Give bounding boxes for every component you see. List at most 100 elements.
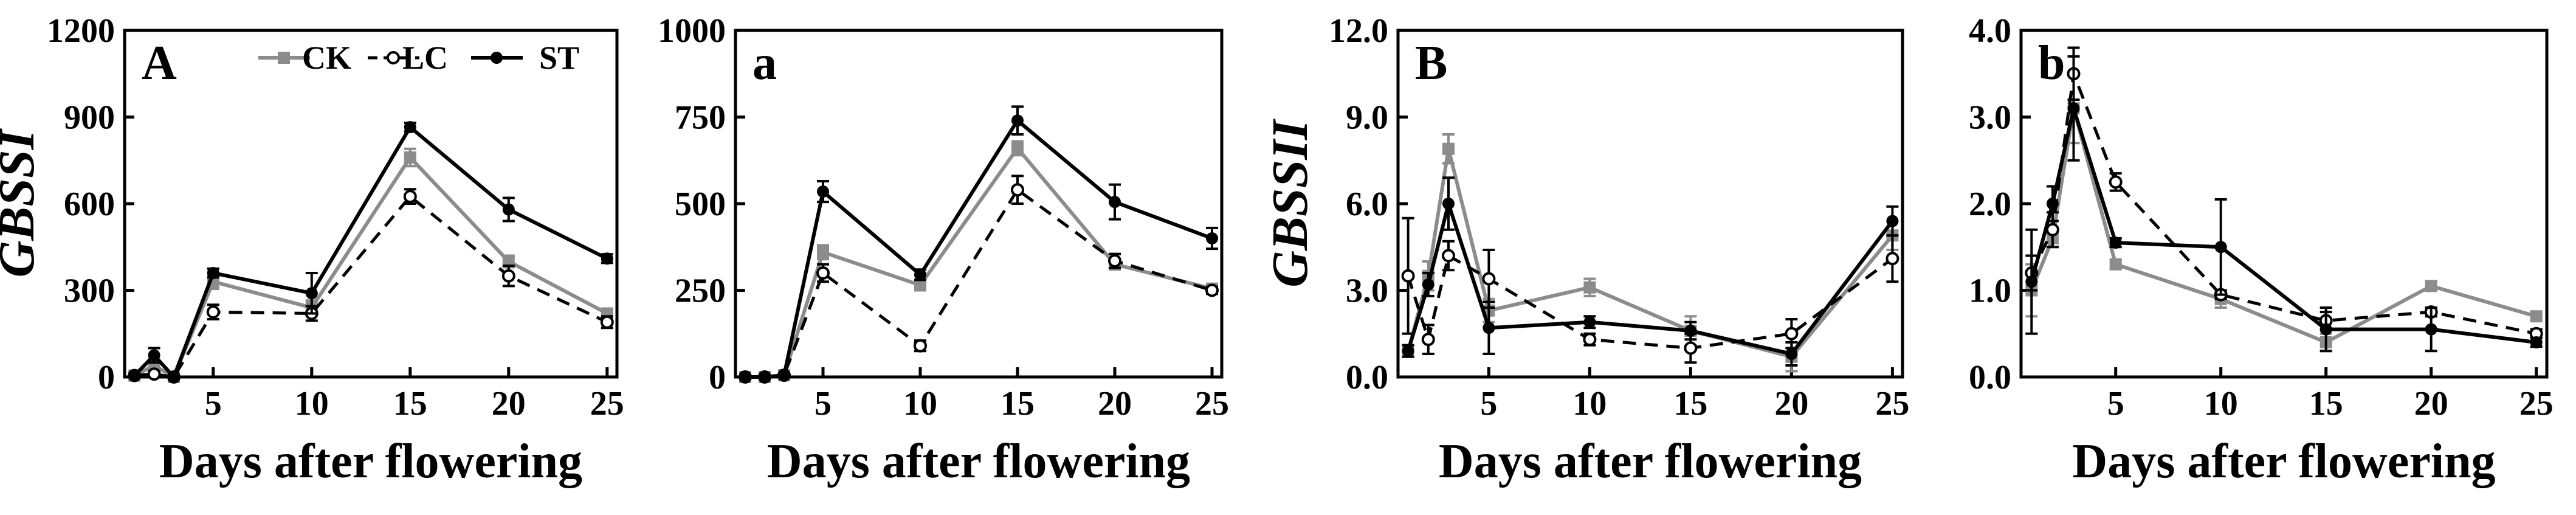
data-point-ST (817, 185, 829, 198)
series-CK (128, 147, 613, 383)
y-tick-label: 1.0 (1969, 272, 2011, 310)
x-axis-title: Days after flowering (1439, 435, 1862, 488)
data-point-LC (1785, 327, 1799, 340)
series-line-CK (1406, 147, 1894, 359)
data-point-LC (206, 305, 220, 319)
y-tick-label: 3.0 (1346, 272, 1388, 310)
series-line-LC (745, 188, 1213, 379)
legend-label-ST: ST (539, 40, 579, 76)
data-point-CK (2109, 258, 2122, 271)
y-tick-label: 500 (675, 185, 726, 223)
x-tick-label: 20 (1098, 385, 1132, 423)
x-axis-title: Days after flowering (2072, 435, 2495, 488)
data-point-LC (1421, 333, 1435, 347)
data-point-ST (305, 287, 318, 300)
plot-frame (1396, 29, 1904, 379)
x-tick-label: 20 (1774, 385, 1808, 423)
data-point-ST (1442, 198, 1455, 210)
data-point-ST (148, 349, 160, 362)
series-CK (739, 140, 1218, 383)
data-point-ST (2109, 237, 2122, 249)
y-tick-label: 600 (64, 185, 115, 223)
chart-panel-B: 0.0 3.0 6.0 9.0 12.0 5 10 15 20 25 Days after flow… (1262, 12, 1909, 488)
y-tick-label: 900 (64, 99, 115, 137)
series-ST (2025, 55, 2543, 353)
series-CK (2025, 72, 2543, 353)
x-tick-label: 25 (2519, 385, 2554, 423)
x-tick-label: 15 (2309, 385, 2343, 423)
data-point-LC (2109, 175, 2123, 189)
series-ST (739, 105, 1218, 383)
data-point-ST (2046, 198, 2059, 210)
series-line-ST (2030, 106, 2537, 344)
y-tick-label: 750 (675, 99, 726, 137)
y-tick-label: 6.0 (1346, 185, 1388, 223)
data-point-ST (1483, 322, 1495, 334)
data-point-ST (1684, 325, 1697, 337)
data-point-CK (1583, 281, 1596, 294)
data-point-ST (1011, 114, 1024, 127)
data-point-CK (2425, 280, 2437, 292)
data-point-ST (168, 371, 180, 383)
y-axis-title: GBSSII (1262, 118, 1318, 288)
series-line-CK (2030, 106, 2537, 344)
data-point-LC (1886, 252, 1899, 266)
y-tick-label: 0 (709, 359, 726, 396)
y-tick-label: 0 (98, 359, 115, 396)
data-point-CK (502, 255, 515, 268)
y-axis-title: GBSSI (0, 128, 45, 277)
data-point-ST (2319, 323, 2332, 336)
panel-label: a (752, 36, 777, 90)
data-point-ST (1422, 278, 1434, 291)
data-point-LC (147, 367, 161, 381)
y-tick-label: 1200 (47, 12, 115, 50)
data-point-ST (502, 203, 515, 216)
data-point-ST (759, 371, 771, 383)
y-tick-label: 12.0 (1329, 12, 1388, 50)
data-point-ST (739, 371, 751, 383)
series-LC (128, 188, 614, 384)
data-point-CK (1442, 142, 1455, 155)
legend: CK LC ST (258, 40, 579, 76)
x-tick-label: 15 (1000, 385, 1035, 423)
series-line-ST (133, 125, 608, 379)
y-tick-label: 0.0 (1969, 359, 2011, 396)
x-tick-label: 5 (205, 385, 222, 423)
data-point-LC (1011, 183, 1024, 197)
legend-label-LC: LC (402, 40, 448, 76)
data-point-ST (1785, 348, 1798, 360)
data-point-ST (914, 268, 926, 281)
data-point-ST (601, 252, 613, 265)
x-tick-label: 10 (1572, 385, 1607, 423)
x-tick-label: 10 (903, 385, 937, 423)
data-point-ST (1206, 232, 1218, 244)
series-ST (1402, 176, 1899, 367)
data-point-LC (600, 315, 614, 329)
y-tick-label: 250 (675, 272, 726, 310)
data-point-LC (914, 339, 927, 353)
series-line-ST (1406, 202, 1894, 356)
data-point-ST (2530, 336, 2543, 348)
series-LC (739, 175, 1219, 384)
data-point-LC (501, 269, 515, 283)
data-point-CK (914, 278, 926, 291)
data-point-ST (1886, 215, 1899, 227)
legend-label-CK: CK (302, 40, 351, 76)
x-tick-label: 5 (1480, 385, 1497, 423)
y-tick-label: 4.0 (1969, 12, 2011, 50)
data-point-CK (1011, 142, 1024, 154)
data-point-CK (2530, 310, 2543, 323)
data-point-LC (1482, 272, 1496, 286)
data-point-LC (2045, 223, 2059, 237)
series-line-ST (745, 119, 1213, 379)
panel-label: A (142, 36, 177, 90)
data-point-ST (2214, 241, 2227, 254)
data-point-ST (404, 121, 416, 134)
x-axis-title: Days after flowering (767, 435, 1190, 488)
panel-label: B (1415, 36, 1447, 90)
x-tick-label: 5 (2107, 385, 2124, 423)
